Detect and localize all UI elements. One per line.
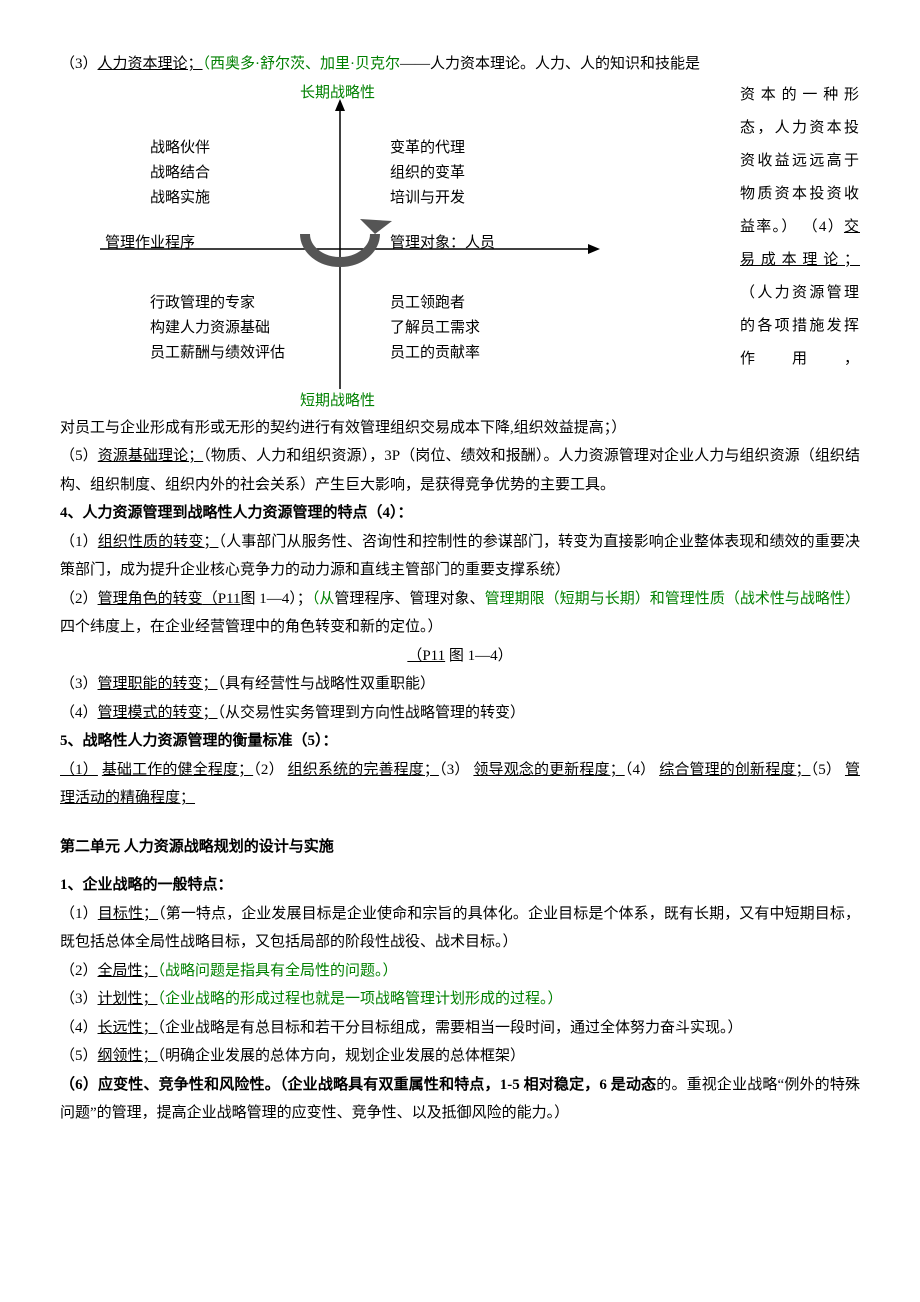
diagram-row: 长期战略性 短期战略性 管理作业程序 管理对象：人员 战略伙伴 战略结合 战略实… bbox=[60, 79, 860, 414]
intro-concept: 人力资本理论； bbox=[98, 56, 203, 72]
s5-c1: 基础工作的健全程度； bbox=[102, 762, 253, 778]
rc-t3: （人力资源管理的各项措施发挥作用， bbox=[740, 285, 860, 367]
s4-i2-b1: 管理程序、管理对象、 bbox=[334, 591, 484, 607]
intro-rest: 人力资本理论。人力、人的知识和技能是 bbox=[430, 56, 700, 72]
diagram-top-label: 长期战略性 bbox=[300, 79, 375, 108]
s4-cref2: 图 1—4） bbox=[445, 648, 513, 664]
u2-i3: （3）计划性；（企业战略的形成过程也就是一项战略管理计划形成的过程。） bbox=[60, 985, 860, 1014]
s5-c2: 组织系统的完善程度； bbox=[288, 762, 439, 778]
right-column: 资本的一种形态，人力资本投资收益远远高于物质资本投资收益率。） （4）交易成本理… bbox=[740, 79, 860, 376]
s5-c4: 综合管理的创新程度； bbox=[659, 762, 810, 778]
u2-i4-p: （4） bbox=[60, 1020, 98, 1036]
s4-cref1: （P11 bbox=[407, 648, 445, 664]
u2-i1-p: （1） bbox=[60, 906, 98, 922]
s5-title: 5、战略性人力资源管理的衡量标准（5）： bbox=[60, 727, 860, 756]
s4-i3-c: 管理职能的转变； bbox=[98, 676, 218, 692]
u2-i1-r: （第一特点，企业发展目标是企业使命和宗旨的具体化。企业目标是个体系，既有长期，又… bbox=[60, 906, 860, 951]
s4-i2-ref2: 图 1—4）； bbox=[241, 591, 312, 607]
s4-i4: （4）管理模式的转变；（从交易性实务管理到方向性战略管理的转变） bbox=[60, 699, 860, 728]
u2-i2-p: （2） bbox=[60, 963, 98, 979]
intro-dash: —— bbox=[400, 56, 430, 72]
s4-i2-c: 管理角色的转变 bbox=[98, 591, 203, 607]
diagram-left-axis: 管理作业程序 bbox=[105, 229, 195, 258]
q4-l3: 员工的贡献率 bbox=[390, 339, 480, 368]
s4-i3: （3）管理职能的转变；（具有经营性与战略性双重职能） bbox=[60, 670, 860, 699]
s5-body: （1） 基础工作的健全程度；（2） 组织系统的完善程度；（3） 领导观念的更新程… bbox=[60, 756, 860, 813]
q1-l3: 战略实施 bbox=[150, 184, 210, 213]
u2-i5-c: 纲领性； bbox=[98, 1048, 158, 1064]
p5: （5）资源基础理论；（物质、人力和组织资源），3P（岗位、绩效和报酬）。人力资源… bbox=[60, 442, 860, 499]
u2-i2-r: （战略问题是指具有全局性的问题。） bbox=[158, 963, 398, 979]
u2-i2: （2）全局性；（战略问题是指具有全局性的问题。） bbox=[60, 957, 860, 986]
s4-i3-r: （具有经营性与战略性双重职能） bbox=[218, 676, 436, 692]
unit2-h1: 1、企业战略的一般特点： bbox=[60, 871, 860, 900]
diagram-right-axis: 管理对象：人员 bbox=[390, 229, 495, 258]
s4-i4-p: （4） bbox=[60, 705, 98, 721]
diagram-bottom-label: 短期战略性 bbox=[300, 387, 375, 416]
u2-i5: （5）纲领性；（明确企业发展的总体方向，规划企业发展的总体框架） bbox=[60, 1042, 860, 1071]
s4-i3-p: （3） bbox=[60, 676, 98, 692]
u2-i1-c: 目标性； bbox=[98, 906, 158, 922]
s5-p3: （3） bbox=[439, 762, 470, 778]
p5-concept: 资源基础理论； bbox=[98, 448, 203, 464]
u2-i3-p: （3） bbox=[60, 991, 98, 1007]
s4-i1-c: 组织性质的转变； bbox=[98, 534, 219, 550]
u2-i2-c: 全局性； bbox=[98, 963, 158, 979]
s4-i2-g2: 管理期限（短期与长期）和管理性质（战术性与战略性） bbox=[485, 591, 860, 607]
s4-center-ref: （P11 图 1—4） bbox=[60, 642, 860, 671]
unit2-title: 第二单元 人力资源战略规划的设计与实施 bbox=[60, 833, 860, 862]
intro-line: （3）人力资本理论；（西奥多·舒尔茨、加里·贝克尔——人力资本理论。人力、人的知… bbox=[60, 50, 860, 79]
p-after-diagram: 对员工与企业形成有形或无形的契约进行有效管理组织交易成本下降,组织效益提高；） bbox=[60, 414, 860, 443]
u2-i3-c: 计划性； bbox=[98, 991, 158, 1007]
q3-l3: 员工薪酬与绩效评估 bbox=[150, 339, 285, 368]
s5-c3: 领导观念的更新程度； bbox=[473, 762, 624, 778]
s4-i1: （1）组织性质的转变；（人事部门从服务性、咨询性和控制性的参谋部门，转变为直接影… bbox=[60, 528, 860, 585]
u2-i5-p: （5） bbox=[60, 1048, 98, 1064]
s5-p1: （1） bbox=[60, 762, 98, 778]
s5-p4: （4） bbox=[625, 762, 656, 778]
s4-title: 4、人力资源管理到战略性人力资源管理的特点（4）： bbox=[60, 499, 860, 528]
u2-i6-b: （6）应变性、竞争性和风险性。（企业战略具有双重属性和特点，1-5 相对稳定，6… bbox=[60, 1077, 656, 1093]
rc-t1: 资本的一种形态，人力资本投资收益远远高于物质资本投资收益率。） bbox=[740, 87, 860, 235]
u2-i4: （4）长远性；（企业战略是有总目标和若干分目标组成，需要相当一段时间，通过全体努… bbox=[60, 1014, 860, 1043]
q2-l3: 培训与开发 bbox=[390, 184, 465, 213]
s4-i2-b2: 四个纬度上，在企业经营管理中的角色转变和新的定位。） bbox=[60, 619, 443, 635]
u2-i3-r: （企业战略的形成过程也就是一项战略管理计划形成的过程。） bbox=[158, 991, 563, 1007]
u2-i1: （1）目标性；（第一特点，企业发展目标是企业使命和宗旨的具体化。企业目标是个体系… bbox=[60, 900, 860, 957]
u2-i5-r: （明确企业发展的总体方向，规划企业发展的总体框架） bbox=[158, 1048, 526, 1064]
intro-prefix: （3） bbox=[60, 56, 98, 72]
u2-i4-c: 长远性； bbox=[98, 1020, 158, 1036]
p5-prefix: （5） bbox=[60, 448, 98, 464]
u2-i6: （6）应变性、竞争性和风险性。（企业战略具有双重属性和特点，1-5 相对稳定，6… bbox=[60, 1071, 860, 1128]
s5-p2: （2） bbox=[253, 762, 284, 778]
s4-i2-p: （2） bbox=[60, 591, 98, 607]
diagram: 长期战略性 短期战略性 管理作业程序 管理对象：人员 战略伙伴 战略结合 战略实… bbox=[60, 79, 620, 409]
s4-i2-ref: （P11 bbox=[203, 591, 241, 607]
s4-i2-g1: （从 bbox=[312, 591, 335, 607]
rc-t2a: （4） bbox=[803, 219, 844, 235]
intro-authors: （西奥多·舒尔茨、加里·贝克尔 bbox=[203, 56, 401, 72]
s4-i4-c: 管理模式的转变； bbox=[98, 705, 218, 721]
s5-p5: （5） bbox=[810, 762, 841, 778]
s4-i2: （2）管理角色的转变（P11图 1—4）；（从管理程序、管理对象、管理期限（短期… bbox=[60, 585, 860, 642]
s4-i1-p: （1） bbox=[60, 534, 98, 550]
s4-i4-r: （从交易性实务管理到方向性战略管理的转变） bbox=[218, 705, 526, 721]
u2-i4-r: （企业战略是有总目标和若干分目标组成，需要相当一段时间，通过全体努力奋斗实现。） bbox=[158, 1020, 743, 1036]
